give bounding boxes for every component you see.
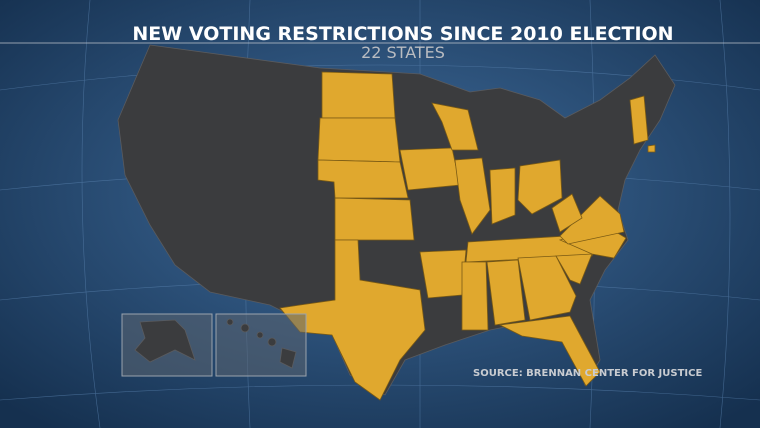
- state: [454, 157, 491, 235]
- state: [559, 195, 625, 245]
- state: [629, 95, 649, 145]
- state: [647, 144, 656, 153]
- state: [498, 315, 601, 387]
- subtitle: 22 STATES: [361, 43, 445, 62]
- hawaii: [226, 318, 297, 369]
- source-note: SOURCE: BRENNAN CENTER FOR JUSTICE: [473, 368, 702, 379]
- title: NEW VOTING RESTRICTIONS SINCE 2010 ELECT…: [132, 23, 673, 45]
- state: [517, 255, 577, 321]
- state: [334, 197, 415, 241]
- highlighted-states: [279, 71, 656, 401]
- alaska: [134, 319, 196, 363]
- state: [317, 117, 401, 163]
- state: [431, 102, 479, 151]
- state: [486, 259, 526, 326]
- state: [489, 167, 516, 225]
- state: [555, 253, 593, 285]
- state: [279, 239, 426, 401]
- state: [419, 249, 467, 299]
- state: [461, 261, 489, 331]
- state: [517, 159, 563, 215]
- state: [399, 147, 461, 191]
- insets: [121, 313, 307, 377]
- state: [321, 71, 396, 119]
- state: [551, 193, 583, 233]
